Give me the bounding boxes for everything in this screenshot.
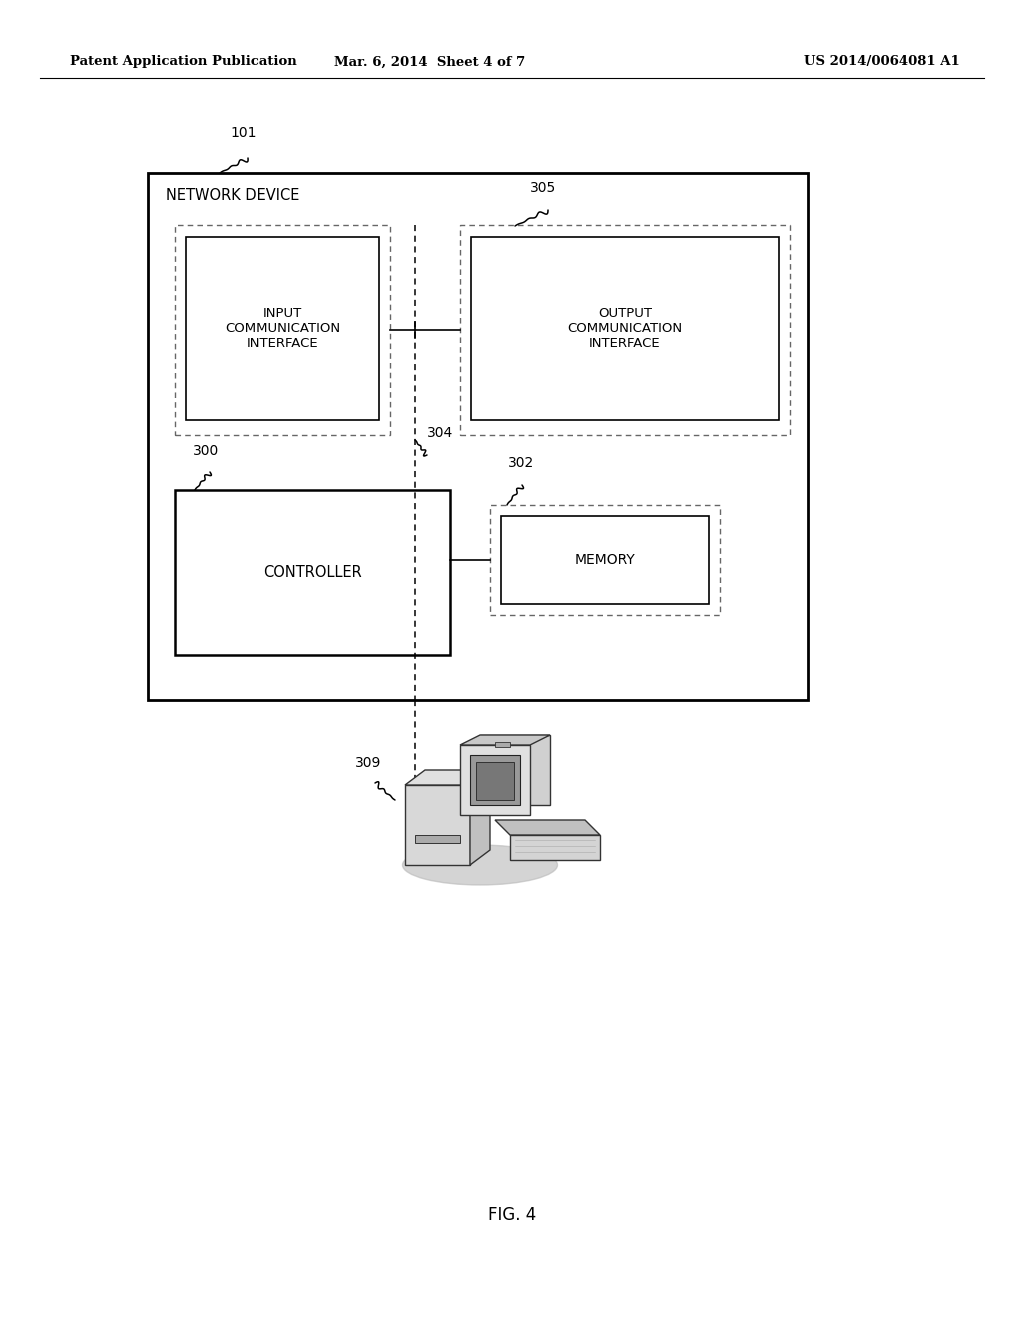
Bar: [501, 516, 709, 605]
Text: FIG. 4: FIG. 4: [487, 1206, 537, 1224]
Text: US 2014/0064081 A1: US 2014/0064081 A1: [804, 55, 961, 69]
Text: Patent Application Publication: Patent Application Publication: [70, 55, 297, 69]
Polygon shape: [495, 820, 600, 836]
Text: MEMORY: MEMORY: [574, 553, 635, 568]
Text: 101: 101: [230, 125, 256, 140]
Bar: [186, 238, 379, 420]
Bar: [148, 173, 808, 700]
Text: OUTPUT
COMMUNICATION
INTERFACE: OUTPUT COMMUNICATION INTERFACE: [567, 308, 683, 350]
Polygon shape: [406, 785, 470, 865]
Polygon shape: [510, 836, 600, 861]
Polygon shape: [480, 735, 550, 805]
Polygon shape: [470, 770, 490, 865]
Text: 302: 302: [508, 455, 535, 470]
Polygon shape: [415, 836, 460, 843]
Ellipse shape: [402, 845, 557, 884]
Bar: [175, 490, 450, 655]
Text: NETWORK DEVICE: NETWORK DEVICE: [166, 187, 299, 202]
Text: 309: 309: [355, 756, 381, 770]
Bar: [175, 224, 390, 436]
Text: CONTROLLER: CONTROLLER: [263, 565, 361, 579]
Polygon shape: [460, 744, 530, 814]
Polygon shape: [495, 742, 510, 747]
Bar: [490, 506, 720, 615]
Bar: [471, 238, 779, 420]
Text: 305: 305: [530, 181, 556, 195]
Polygon shape: [470, 755, 520, 805]
Text: Mar. 6, 2014  Sheet 4 of 7: Mar. 6, 2014 Sheet 4 of 7: [335, 55, 525, 69]
Polygon shape: [460, 735, 550, 744]
Bar: [460, 224, 790, 436]
Polygon shape: [406, 770, 490, 785]
Text: INPUT
COMMUNICATION
INTERFACE: INPUT COMMUNICATION INTERFACE: [225, 308, 340, 350]
Text: 304: 304: [427, 426, 454, 440]
Polygon shape: [476, 762, 514, 800]
Text: 300: 300: [193, 444, 219, 458]
